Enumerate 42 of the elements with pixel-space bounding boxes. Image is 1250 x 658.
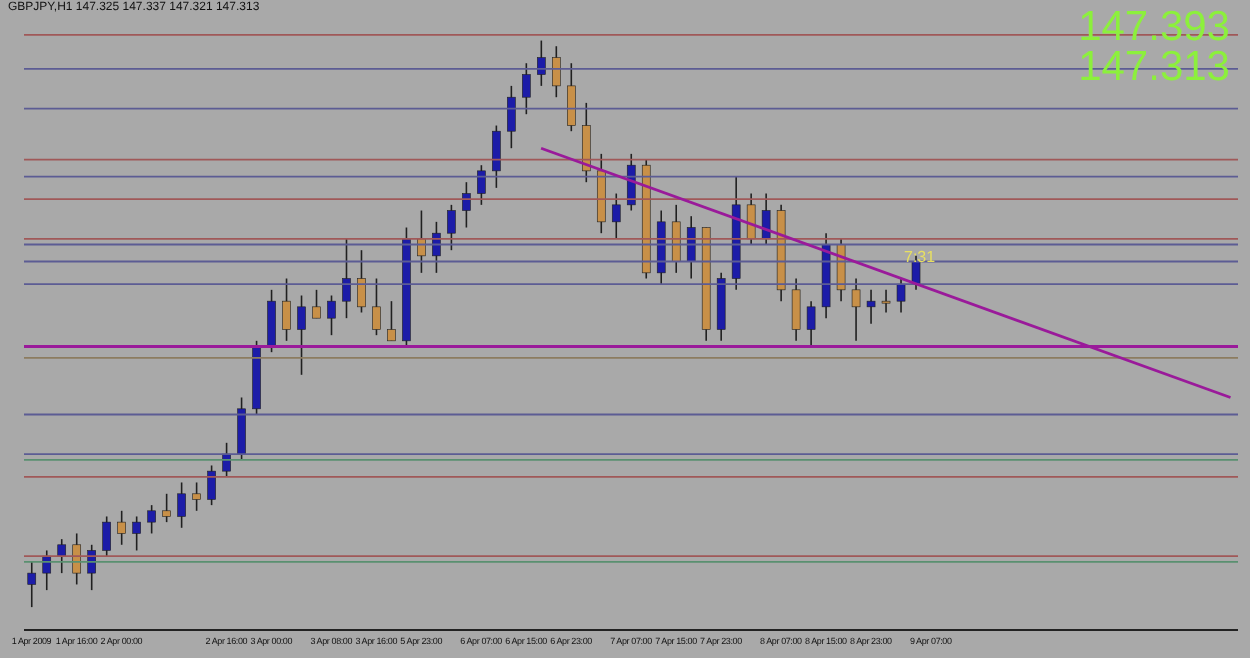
candlestick xyxy=(102,515,111,557)
candlestick xyxy=(507,85,516,149)
candlestick xyxy=(177,481,186,529)
candlestick xyxy=(147,504,156,535)
candlestick xyxy=(237,396,246,461)
candlestick xyxy=(372,277,381,336)
candlestick xyxy=(57,538,67,574)
candlestick xyxy=(537,39,546,87)
candlestick xyxy=(611,192,621,240)
candlestick xyxy=(552,45,561,99)
candlestick xyxy=(432,221,441,274)
candlestick xyxy=(581,102,591,183)
candlestick xyxy=(327,294,336,336)
candlestick xyxy=(297,294,306,376)
candlestick xyxy=(567,62,576,132)
candlestick xyxy=(851,277,861,342)
candlestick xyxy=(462,181,471,229)
candlestick xyxy=(357,249,366,314)
candlestick xyxy=(267,289,276,353)
candlestick xyxy=(192,481,201,512)
candlestick xyxy=(207,464,216,506)
candlestick xyxy=(866,289,876,325)
candlestick xyxy=(686,215,696,280)
candlestick xyxy=(806,300,816,348)
candlestick xyxy=(881,289,891,314)
candlestick xyxy=(746,192,756,246)
candlestick xyxy=(132,515,141,552)
candlestick xyxy=(27,560,37,608)
candlestick xyxy=(477,164,486,206)
candlestick xyxy=(671,204,681,274)
candlestick xyxy=(342,238,351,319)
candlestick xyxy=(522,62,531,116)
candlestick xyxy=(312,289,321,319)
candlestick xyxy=(447,204,456,251)
candlestick xyxy=(162,493,171,523)
candlestick xyxy=(896,277,906,314)
candlestick xyxy=(387,300,396,342)
candlestick xyxy=(117,510,126,546)
candlestick xyxy=(836,238,846,302)
candlestick xyxy=(282,277,291,342)
candlestick xyxy=(791,277,801,342)
candlestick xyxy=(492,124,501,189)
